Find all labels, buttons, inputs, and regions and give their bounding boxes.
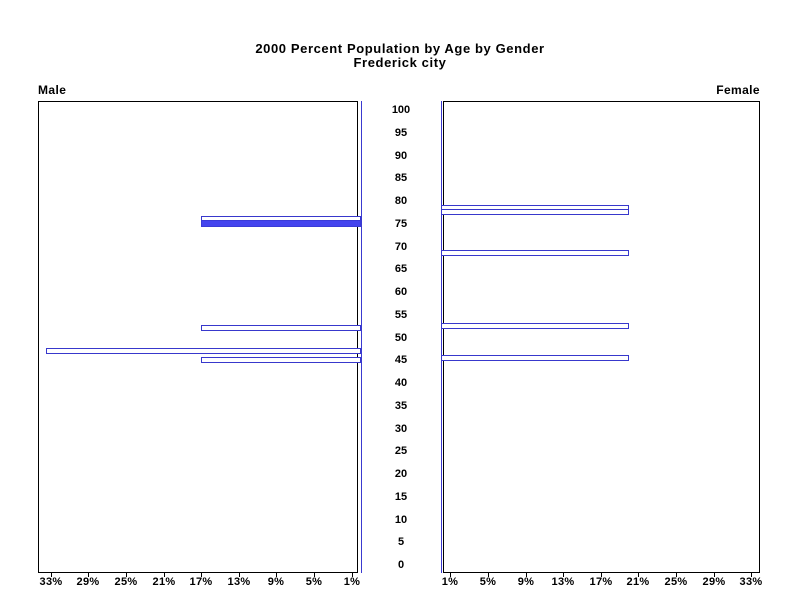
female-x-tick-label: 29%: [702, 576, 726, 588]
male-x-tick-label: 9%: [267, 576, 285, 588]
male-x-tick: [164, 573, 165, 577]
female-x-tick-label: 13%: [551, 576, 575, 588]
age-tick-label-85: 85: [394, 172, 408, 184]
male-axis-baseline: [361, 101, 362, 573]
age-tick-label-70: 70: [394, 241, 408, 253]
female-x-tick: [563, 573, 564, 577]
female-axis-baseline: [441, 101, 442, 573]
male-x-tick-label: 29%: [76, 576, 100, 588]
male-x-tick: [126, 573, 127, 577]
chart-subtitle: Frederick city: [353, 55, 447, 70]
female-x-tick-label: 1%: [441, 576, 459, 588]
male-x-tick-label: 21%: [152, 576, 176, 588]
male-x-tick: [201, 573, 202, 577]
female-x-tick-label: 9%: [517, 576, 535, 588]
female-x-tick-label: 21%: [626, 576, 650, 588]
male-x-tick: [51, 573, 52, 577]
male-panel-frame: [38, 101, 358, 573]
female-x-tick-label: 5%: [479, 576, 497, 588]
female-bar-age-78: [441, 209, 629, 215]
male-x-tick-label: 17%: [189, 576, 213, 588]
age-tick-label-55: 55: [394, 309, 408, 321]
age-tick-label-45: 45: [394, 354, 408, 366]
female-x-tick: [488, 573, 489, 577]
age-tick-label-75: 75: [394, 218, 408, 230]
female-x-tick: [676, 573, 677, 577]
age-tick-label-30: 30: [394, 423, 408, 435]
female-bar-age-53: [441, 323, 629, 329]
age-tick-label-80: 80: [394, 195, 408, 207]
age-tick-label-10: 10: [394, 514, 408, 526]
female-x-tick: [751, 573, 752, 577]
female-panel-frame: [443, 101, 760, 573]
female-x-tick: [638, 573, 639, 577]
age-tick-label-0: 0: [397, 559, 405, 571]
male-x-tick: [239, 573, 240, 577]
age-tick-label-90: 90: [394, 150, 408, 162]
age-tick-label-25: 25: [394, 445, 408, 457]
male-x-tick-label: 33%: [39, 576, 63, 588]
male-bar-age-45: [201, 357, 361, 363]
male-x-tick: [88, 573, 89, 577]
age-tick-label-50: 50: [394, 332, 408, 344]
female-x-tick: [450, 573, 451, 577]
female-x-tick: [714, 573, 715, 577]
female-x-tick-label: 25%: [664, 576, 688, 588]
female-x-tick: [526, 573, 527, 577]
male-x-tick-label: 25%: [114, 576, 138, 588]
age-tick-label-65: 65: [394, 263, 408, 275]
male-bar-age-47: [46, 348, 361, 354]
age-tick-label-15: 15: [394, 491, 408, 503]
age-tick-label-40: 40: [394, 377, 408, 389]
age-tick-label-35: 35: [394, 400, 408, 412]
male-x-tick-label: 13%: [227, 576, 251, 588]
female-x-tick-label: 17%: [589, 576, 613, 588]
age-tick-label-5: 5: [397, 536, 405, 548]
male-x-tick: [352, 573, 353, 577]
age-tick-label-60: 60: [394, 286, 408, 298]
male-x-tick: [276, 573, 277, 577]
male-bar-age-52: [201, 325, 361, 331]
age-tick-label-20: 20: [394, 468, 408, 480]
female-x-tick-label: 33%: [739, 576, 763, 588]
male-x-tick: [314, 573, 315, 577]
male-bar-age-75: [201, 220, 361, 227]
male-x-tick-label: 5%: [305, 576, 323, 588]
female-x-tick: [601, 573, 602, 577]
male-panel-label: Male: [38, 83, 67, 97]
female-panel-label: Female: [716, 83, 760, 97]
age-tick-label-100: 100: [391, 104, 411, 116]
male-x-tick-label: 1%: [343, 576, 361, 588]
chart-title: 2000 Percent Population by Age by Gender: [255, 41, 545, 56]
age-tick-label-95: 95: [394, 127, 408, 139]
female-bar-age-69: [441, 250, 629, 256]
female-bar-age-46: [441, 355, 629, 361]
